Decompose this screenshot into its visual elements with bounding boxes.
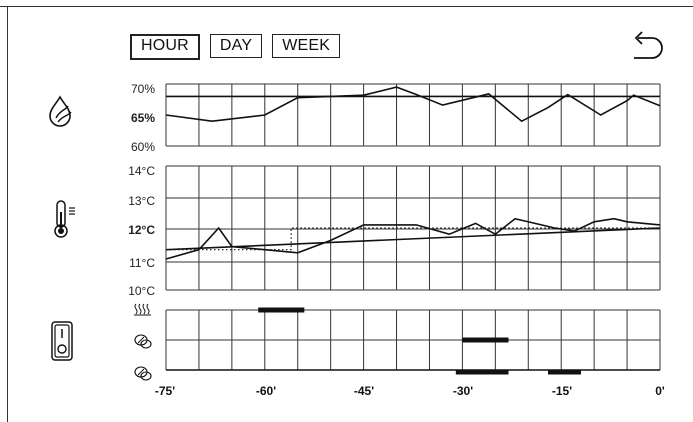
- x-label-minus-30: -30': [452, 384, 474, 398]
- temp-label-13: 13°C: [128, 194, 155, 208]
- x-label-minus-15: -15': [551, 384, 573, 398]
- x-label-minus-60: -60': [255, 384, 277, 398]
- temperature-series-line: [165, 217, 661, 260]
- activity-bar: [455, 369, 509, 375]
- frame-left-line: [7, 6, 8, 422]
- tab-week[interactable]: WEEK: [272, 34, 341, 58]
- temp-label-11: 11°C: [129, 256, 155, 270]
- tab-day[interactable]: DAY: [209, 34, 263, 58]
- humidity-label-65: 65%: [130, 111, 155, 125]
- heating-icon: [134, 303, 151, 316]
- temp-label-10: 10°C: [128, 284, 155, 298]
- temperature-trend-line: [165, 227, 661, 251]
- activity-bar: [462, 337, 509, 343]
- humidity-label-60: 60%: [130, 140, 155, 154]
- power-switch-icon: [51, 321, 73, 361]
- humidity-chart: [165, 86, 661, 123]
- humidity-drop-icon: [49, 95, 72, 127]
- x-label-minus-45: -45': [353, 384, 375, 398]
- temp-label-14: 14°C: [128, 164, 155, 178]
- back-arrow-icon[interactable]: [628, 30, 668, 64]
- x-label-minus-75: -75': [154, 384, 176, 398]
- leaf-drop-icon: [134, 366, 152, 381]
- activity-bar: [258, 307, 305, 313]
- activity-chart: [134, 303, 581, 381]
- humidity-label-70: 70%: [130, 82, 155, 96]
- activity-bar: [548, 369, 581, 375]
- x-label-0: 0': [655, 384, 665, 398]
- leaf-rain-icon: [134, 334, 152, 349]
- thermometer-icon: [54, 200, 75, 238]
- temp-label-12: 12°C: [128, 223, 155, 237]
- tab-hour[interactable]: HOUR: [130, 34, 200, 60]
- temperature-chart: [165, 217, 661, 260]
- humidity-series-line: [165, 86, 661, 123]
- range-tabs: HOUR DAY WEEK: [130, 34, 341, 60]
- chart-grid: [165, 83, 661, 371]
- frame-top-line: [0, 6, 693, 7]
